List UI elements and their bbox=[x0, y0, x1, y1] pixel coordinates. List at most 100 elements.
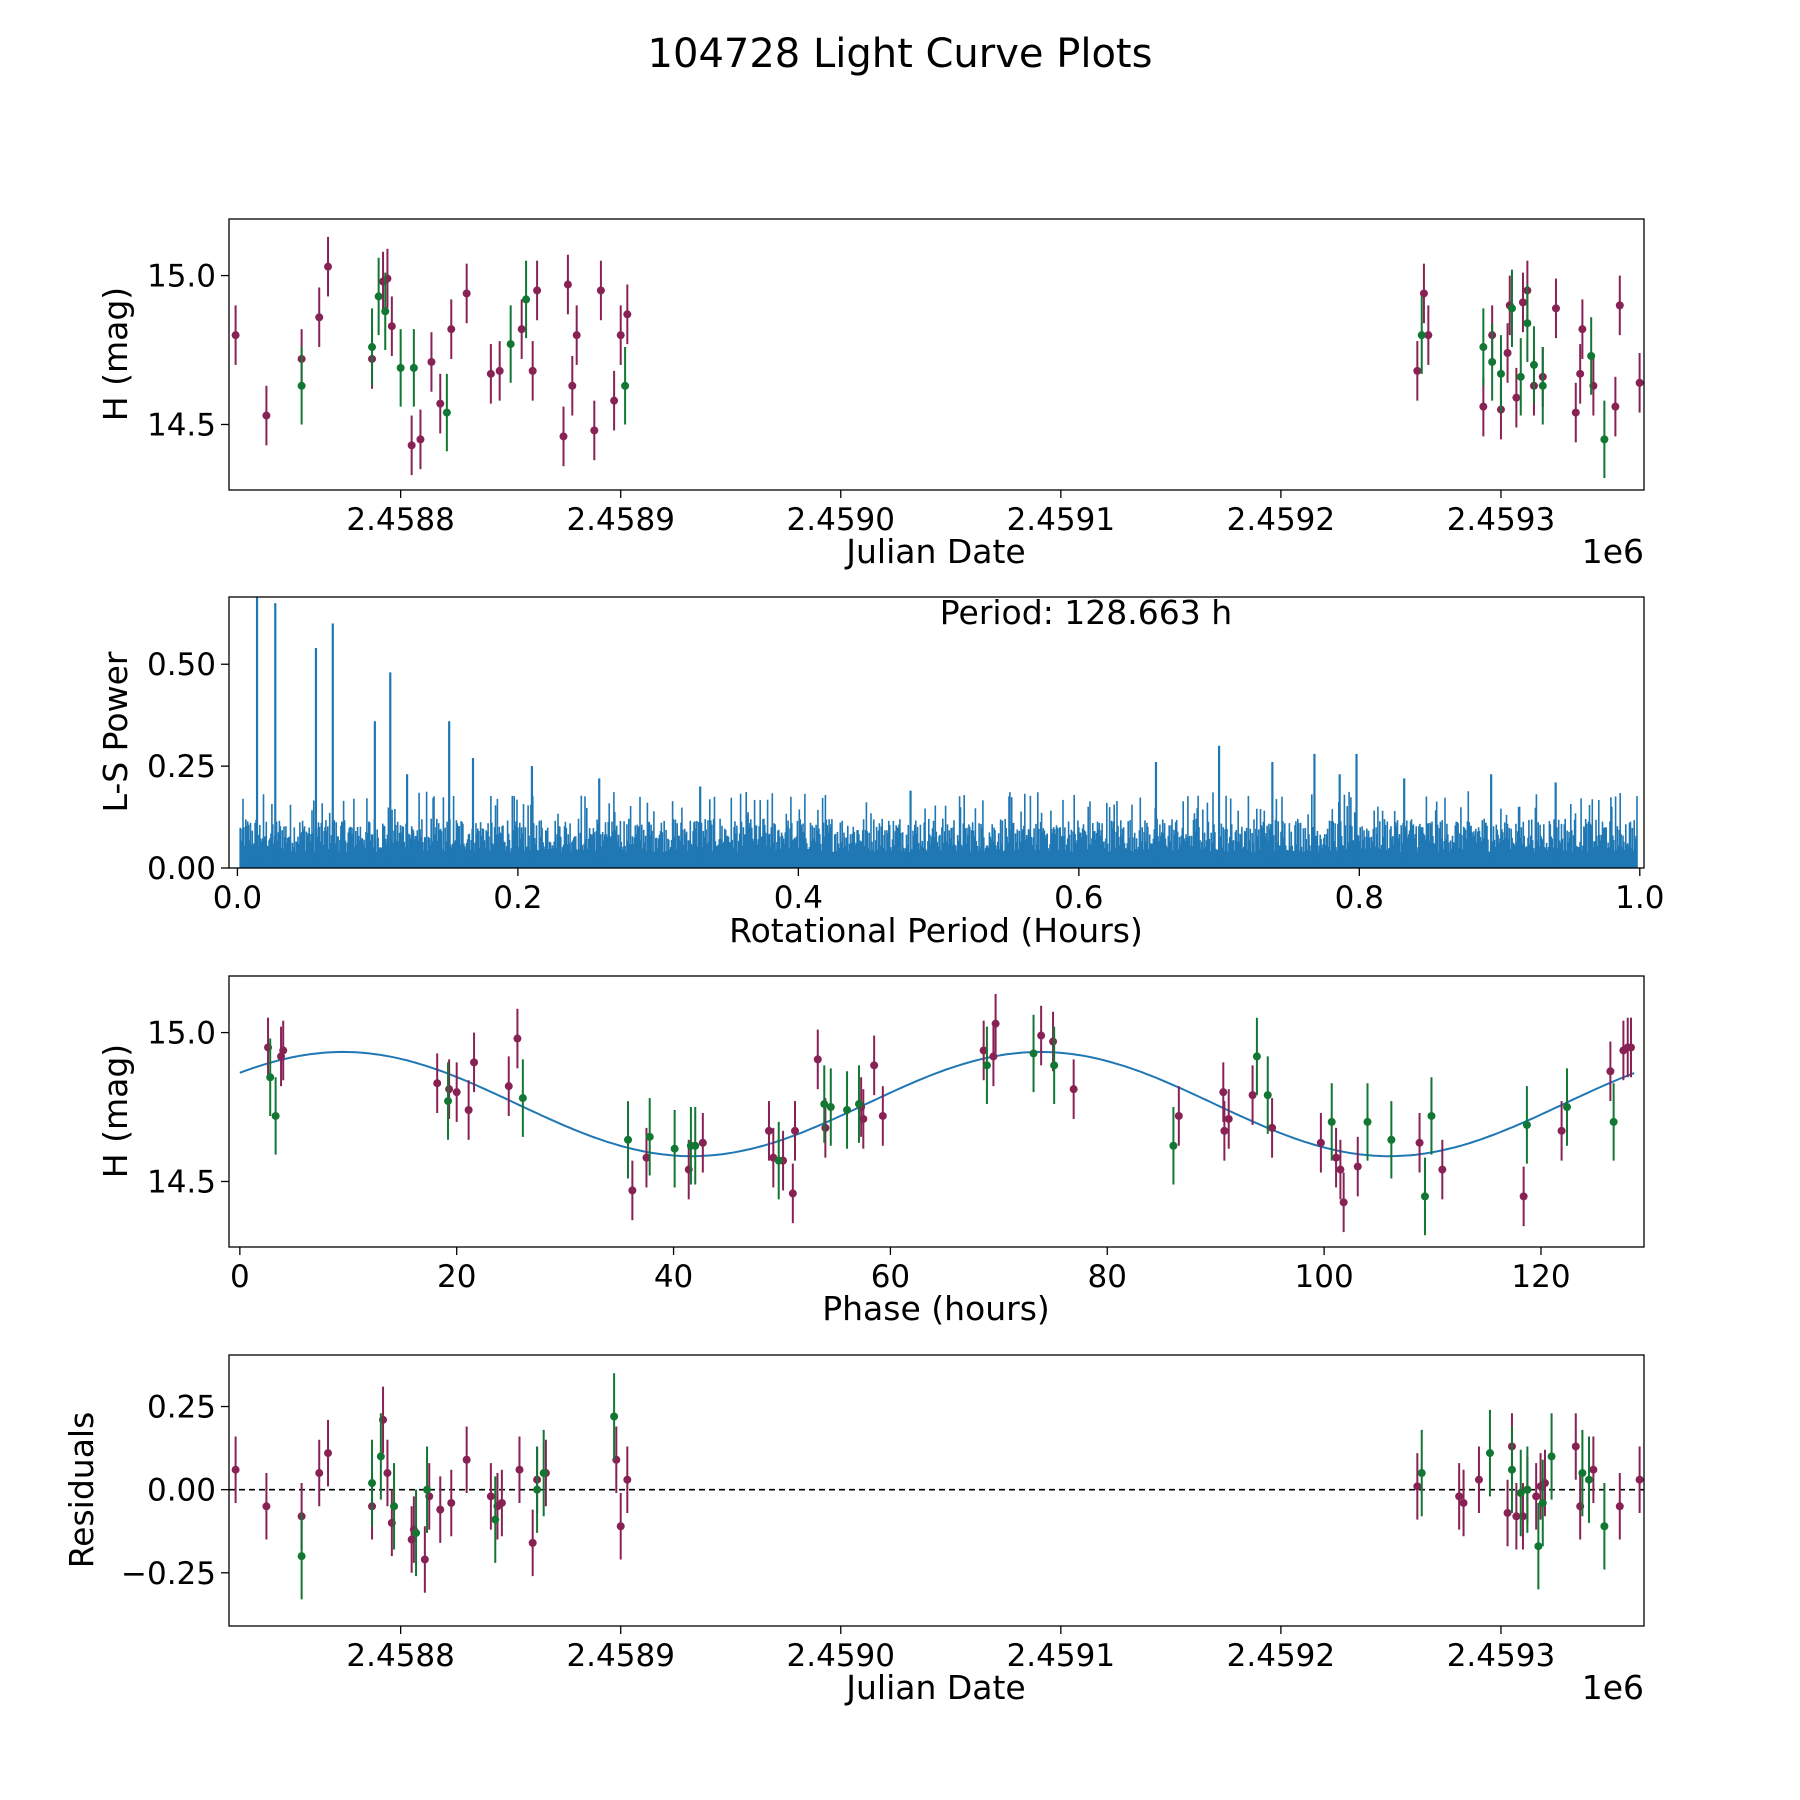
x-tick-label: 120 bbox=[1511, 1259, 1570, 1295]
periodogram-ylabel: L-S Power bbox=[96, 651, 135, 812]
phased-xlabel: Phase (hours) bbox=[822, 1289, 1050, 1328]
data-point bbox=[368, 1479, 377, 1488]
data-point bbox=[1455, 1492, 1464, 1501]
data-point bbox=[452, 1088, 461, 1097]
data-point bbox=[464, 1106, 473, 1115]
data-point bbox=[1413, 366, 1422, 375]
data-point bbox=[427, 357, 436, 366]
period-annotation: Period: 128.663 h bbox=[940, 593, 1232, 632]
data-point bbox=[409, 363, 418, 372]
data-point bbox=[407, 441, 416, 450]
x-tick-label: 0.0 bbox=[213, 880, 262, 916]
data-point bbox=[1363, 1117, 1372, 1126]
data-point bbox=[517, 325, 526, 334]
data-point bbox=[596, 286, 605, 295]
lightcurve-marks bbox=[231, 236, 1644, 479]
data-point bbox=[324, 1449, 333, 1458]
x-tick-label: 40 bbox=[654, 1259, 693, 1295]
data-point bbox=[1417, 1469, 1426, 1478]
phased-panel: 0 20 40 60 80 100 120 14.5 15.0 Phase (hours) H … bbox=[96, 975, 1645, 1328]
residuals-ticks: 2.4588 2.4589 2.4590 2.4591 2.4592 2.4593 −0.2… bbox=[121, 1390, 1555, 1674]
data-point bbox=[1609, 1117, 1618, 1126]
data-point bbox=[1420, 1192, 1429, 1201]
x-tick-label: 2.4591 bbox=[1007, 1638, 1115, 1674]
x-tick-label: 2.4592 bbox=[1227, 502, 1335, 538]
data-point bbox=[559, 432, 568, 441]
lightcurve-panel: 2.4588 2.4589 2.4590 2.4591 2.4592 2.4593 14.5… bbox=[96, 218, 1645, 571]
data-point bbox=[506, 340, 515, 349]
data-point bbox=[368, 343, 377, 352]
y-tick-label: 15.0 bbox=[147, 1016, 216, 1052]
data-point bbox=[764, 1126, 773, 1135]
data-point bbox=[1174, 1111, 1183, 1120]
data-point bbox=[1268, 1123, 1277, 1132]
data-point bbox=[522, 295, 531, 304]
data-point bbox=[1503, 1508, 1512, 1517]
data-point bbox=[1316, 1138, 1325, 1147]
data-point bbox=[821, 1123, 830, 1132]
data-point bbox=[642, 1153, 651, 1162]
data-point bbox=[610, 396, 619, 405]
data-point bbox=[623, 310, 632, 319]
data-point bbox=[616, 1522, 625, 1531]
data-point bbox=[1496, 369, 1505, 378]
data-point bbox=[1459, 1498, 1468, 1507]
data-point bbox=[231, 331, 240, 340]
data-point bbox=[568, 381, 577, 390]
data-point bbox=[513, 1034, 522, 1043]
data-point bbox=[1584, 1475, 1593, 1484]
data-point bbox=[315, 1469, 324, 1478]
figure-title: 104728 Light Curve Plots bbox=[648, 31, 1153, 77]
data-point bbox=[528, 1538, 537, 1547]
data-point bbox=[1336, 1165, 1345, 1174]
data-point bbox=[1615, 301, 1624, 310]
data-point bbox=[462, 289, 471, 298]
data-point bbox=[539, 1469, 548, 1478]
data-point bbox=[1417, 331, 1426, 340]
x-tick-label: 2.4593 bbox=[1447, 502, 1555, 538]
data-point bbox=[533, 1485, 542, 1494]
data-point bbox=[1029, 1049, 1038, 1058]
data-point bbox=[518, 1094, 527, 1103]
y-tick-label: 14.5 bbox=[147, 407, 216, 443]
data-point bbox=[1353, 1162, 1362, 1171]
phased-ylabel: H (mag) bbox=[96, 1044, 135, 1178]
data-point bbox=[1512, 393, 1521, 402]
data-point bbox=[1219, 1088, 1228, 1097]
phased-frame bbox=[228, 975, 1645, 1248]
data-point bbox=[1415, 1138, 1424, 1147]
residuals-ylabel: Residuals bbox=[62, 1412, 101, 1569]
data-point bbox=[1419, 289, 1428, 298]
data-point bbox=[271, 1111, 280, 1120]
data-point bbox=[396, 363, 405, 372]
data-point bbox=[1224, 1114, 1233, 1123]
data-point bbox=[691, 1141, 700, 1150]
y-tick-label: 0.25 bbox=[147, 1390, 216, 1426]
data-point bbox=[436, 1505, 445, 1514]
data-point bbox=[1037, 1031, 1046, 1040]
data-point bbox=[390, 1502, 399, 1511]
data-point bbox=[442, 408, 451, 417]
data-point bbox=[1332, 1153, 1341, 1162]
residuals-offset-label: 1e6 bbox=[1582, 1668, 1644, 1707]
data-point bbox=[628, 1186, 637, 1195]
data-point bbox=[1518, 298, 1527, 307]
data-point bbox=[416, 435, 425, 444]
data-point bbox=[1512, 1512, 1521, 1521]
data-point bbox=[820, 1100, 829, 1109]
phased-marks bbox=[239, 993, 1635, 1236]
data-point bbox=[1327, 1117, 1336, 1126]
data-point bbox=[670, 1144, 679, 1153]
data-point bbox=[1538, 1498, 1547, 1507]
data-point bbox=[1578, 325, 1587, 334]
data-point bbox=[1479, 343, 1488, 352]
data-point bbox=[533, 286, 542, 295]
data-point bbox=[1252, 1052, 1261, 1061]
data-point bbox=[1413, 1482, 1422, 1491]
data-point bbox=[504, 1082, 513, 1091]
x-tick-label: 2.4593 bbox=[1447, 1638, 1555, 1674]
y-tick-label: 0.25 bbox=[147, 749, 216, 785]
x-tick-label: 2.4592 bbox=[1227, 1638, 1335, 1674]
data-point bbox=[1532, 1492, 1541, 1501]
